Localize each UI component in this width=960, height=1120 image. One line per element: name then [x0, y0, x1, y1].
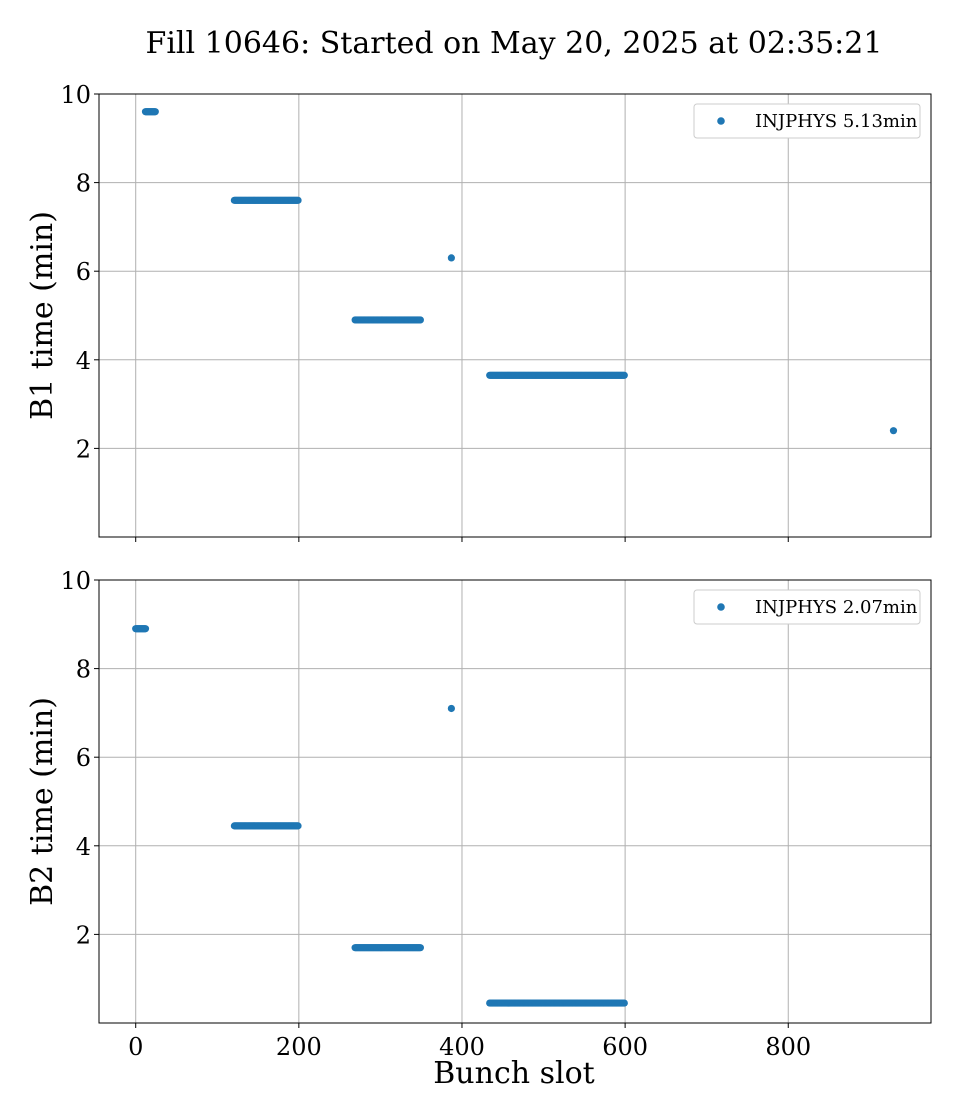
x-tick-label-0: 0	[128, 1033, 143, 1061]
panel-1-point-173	[447, 254, 455, 262]
panel-2-legend: INJPHYS 2.07min	[693, 589, 921, 625]
panel-2: 0 200 400 600 800 2 4 6 8 10 B2 time (min) INJPHYS …	[25, 567, 932, 1061]
panel-2-series-0	[132, 625, 628, 1007]
panel-1-point-172	[416, 316, 424, 324]
panel-2-y-tick-label-3: 8	[76, 656, 91, 684]
panel-2-legend-box	[693, 589, 921, 625]
panel-2-y-axis-label: B2 time (min)	[25, 697, 60, 906]
x-tick-label-2: 400	[439, 1033, 485, 1061]
panel-1-legend: INJPHYS 5.13min	[693, 103, 921, 139]
panel-2-y-tick-label-1: 4	[76, 833, 91, 861]
panel-2-point-339	[620, 999, 628, 1007]
panel-1-frame	[98, 93, 932, 538]
panel-1-y-tick-label-2: 6	[76, 258, 91, 286]
panel-2-frame	[98, 579, 932, 1024]
panel-1-legend-label: INJPHYS 5.13min	[755, 111, 918, 132]
panel-2-point-91	[294, 822, 302, 830]
x-tick-label-1: 200	[276, 1033, 322, 1061]
panel-2-y-tick-label-0: 2	[76, 921, 91, 949]
panel-2-y-tick-label-4: 10	[60, 567, 91, 595]
panel-2-point-173	[447, 704, 455, 713]
panel-2-point-12	[141, 625, 150, 633]
x-tick-label-3: 600	[602, 1033, 648, 1061]
panel-1-y-tick-label-3: 8	[76, 170, 91, 198]
panel-1-y-axis-label: B1 time (min)	[25, 211, 60, 420]
x-tick-label-4: 800	[765, 1033, 811, 1061]
panel-2-y-tick-label-2: 6	[76, 744, 91, 772]
panel-1-legend-marker	[717, 117, 725, 125]
x-axis-label: Bunch slot	[433, 1056, 594, 1091]
panel-1-y-tick-label-0: 2	[76, 435, 91, 463]
panel-1-y-tick-label-1: 4	[76, 347, 91, 375]
panel-1-point-91	[294, 196, 302, 204]
panel-1-series-0	[141, 108, 898, 435]
chart-title: Fill 10646: Started on May 20, 2025 at 0…	[146, 26, 883, 61]
panel-1: 2 4 6 8 10 B1 time (min) INJPHYS 5.13min	[25, 81, 932, 542]
panel-2-legend-marker	[717, 603, 725, 611]
panel-1-legend-box	[693, 103, 921, 139]
panel-2-point-172	[416, 944, 424, 952]
panel-1-point-12	[151, 108, 159, 116]
panel-1-point-339	[620, 371, 628, 379]
panel-1-point-340	[889, 427, 898, 435]
panel-1-y-tick-label-4: 10	[60, 81, 91, 109]
panel-2-legend-label: INJPHYS 2.07min	[755, 597, 918, 618]
